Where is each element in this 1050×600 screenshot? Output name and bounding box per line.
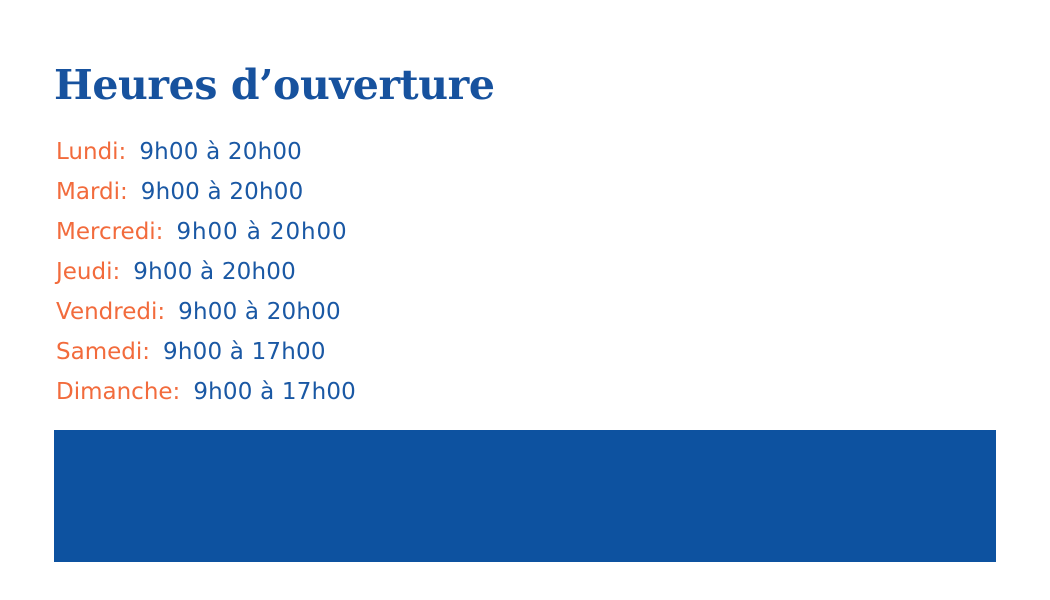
day-label-samedi: Samedi:: [56, 339, 150, 365]
page-title: Heures d’ouverture: [54, 61, 495, 109]
day-label-mercredi: Mercredi:: [56, 219, 164, 245]
hours-row-mardi: Mardi: 9h00 à 20h00: [56, 172, 756, 212]
time-value-jeudi: 9h00 à 20h00: [133, 259, 296, 285]
day-label-mardi: Mardi:: [56, 179, 128, 205]
hours-row-lundi: Lundi: 9h00 à 20h00: [56, 132, 756, 172]
time-value-lundi: 9h00 à 20h00: [139, 139, 303, 165]
blue-banner-block: [54, 430, 996, 562]
hours-row-vendredi: Vendredi: 9h00 à 20h00: [56, 292, 756, 332]
hours-row-samedi: Samedi: 9h00 à 17h00: [56, 332, 756, 372]
day-label-vendredi: Vendredi:: [56, 299, 166, 325]
hours-row-mercredi: Mercredi: 9h00 à 20h00: [56, 212, 756, 252]
opening-hours-list: Lundi: 9h00 à 20h00 Mardi: 9h00 à 20h00 Me…: [56, 132, 756, 412]
time-value-mercredi: 9h00 à 20h00: [176, 219, 348, 245]
time-value-samedi: 9h00 à 17h00: [163, 339, 326, 365]
day-label-dimanche: Dimanche:: [56, 379, 181, 405]
hours-row-dimanche: Dimanche: 9h00 à 17h00: [56, 372, 756, 412]
time-value-mardi: 9h00 à 20h00: [140, 179, 304, 205]
hours-row-jeudi: Jeudi: 9h00 à 20h00: [56, 252, 756, 292]
time-value-dimanche: 9h00 à 17h00: [193, 379, 357, 405]
time-value-vendredi: 9h00 à 20h00: [178, 299, 341, 325]
day-label-jeudi: Jeudi:: [56, 259, 121, 285]
day-label-lundi: Lundi:: [56, 139, 127, 165]
